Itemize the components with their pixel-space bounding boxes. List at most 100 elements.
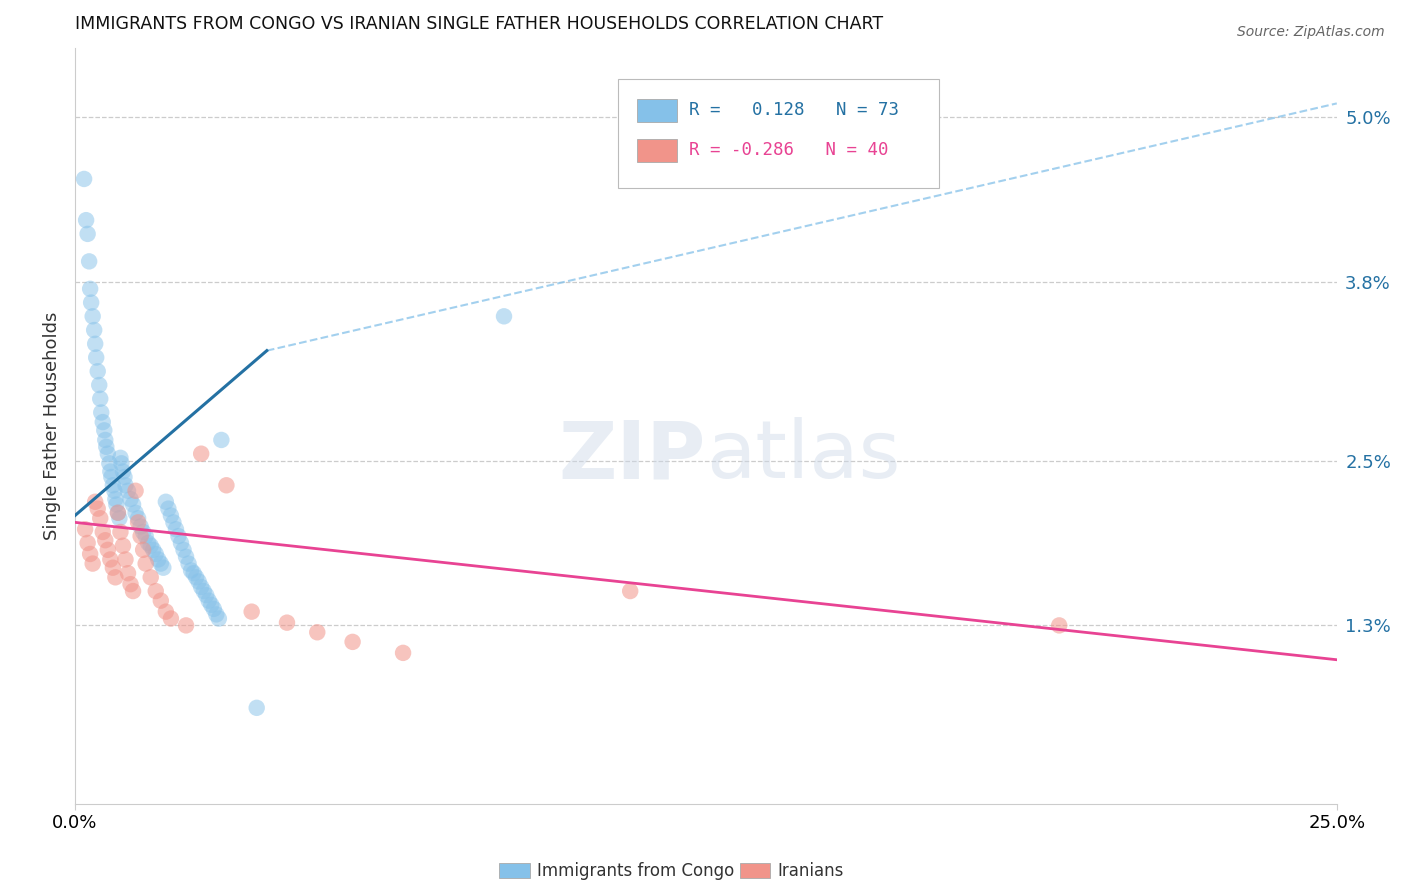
Text: Iranians: Iranians [778,862,844,880]
Point [110,524,132,539]
Point [124,506,146,520]
Point [200,598,222,612]
Point [122,498,145,512]
Point [127,511,149,525]
Point [101,478,124,492]
Point [195,588,218,602]
Point [149,593,172,607]
Point [174,618,197,632]
Point [75,522,97,536]
Point [111,539,134,553]
Point [89,511,111,525]
Point [208,611,231,625]
Point [129,519,152,533]
Point [202,602,225,616]
Point [84,336,107,351]
Point [98,465,121,479]
Point [108,511,131,525]
Point [132,524,155,539]
Point [107,506,129,520]
Point [105,498,128,512]
Point [96,440,118,454]
Point [80,295,103,310]
Point [177,557,200,571]
Point [82,310,104,324]
Point [89,378,111,392]
Point [104,491,127,506]
Point [152,560,174,574]
Text: atlas: atlas [706,417,900,495]
Point [174,549,197,564]
Point [190,447,212,461]
Point [89,392,111,406]
Point [136,536,159,550]
Point [142,542,165,557]
Point [155,495,177,509]
Point [215,478,238,492]
Point [149,557,172,571]
Point [165,522,187,536]
Point [117,483,139,498]
Point [110,450,132,465]
Point [392,646,415,660]
Point [145,584,167,599]
Point [246,701,269,715]
Point [94,533,117,548]
Point [107,506,129,520]
Point [90,405,112,419]
FancyBboxPatch shape [617,78,939,188]
Point [162,516,184,530]
Point [91,524,114,539]
Point [76,227,98,241]
Point [97,447,120,461]
Point [160,611,183,625]
Point [122,584,145,599]
Point [111,465,134,479]
Point [205,607,228,622]
Point [127,516,149,530]
Point [93,423,115,437]
Text: IMMIGRANTS FROM CONGO VS IRANIAN SINGLE FATHER HOUSEHOLDS CORRELATION CHART: IMMIGRANTS FROM CONGO VS IRANIAN SINGLE … [75,15,883,33]
Point [276,615,298,630]
Point [139,570,162,584]
Point [87,364,110,378]
Point [342,635,364,649]
Point [73,172,96,186]
Point [98,456,121,470]
Point [190,580,212,594]
Point [104,570,127,584]
Point [114,552,136,566]
Point [100,470,122,484]
Y-axis label: Single Father Households: Single Father Households [44,312,60,541]
Point [139,539,162,553]
Point [145,547,167,561]
Point [148,552,170,566]
Point [103,483,125,498]
Point [132,542,155,557]
Point [187,574,209,589]
Point [79,547,101,561]
Point [97,542,120,557]
Text: Immigrants from Congo: Immigrants from Congo [537,862,734,880]
Text: R = -0.286   N = 40: R = -0.286 N = 40 [689,142,889,160]
Point [84,351,107,365]
Point [167,529,190,543]
Point [84,495,107,509]
Point [114,478,136,492]
Point [83,323,105,337]
Point [193,584,215,599]
Point [120,577,142,591]
Point [209,433,232,447]
Point [114,470,136,484]
Point [307,625,329,640]
Point [1047,618,1070,632]
Point [94,433,117,447]
FancyBboxPatch shape [637,99,676,121]
Point [160,508,183,523]
Point [492,310,515,324]
Point [619,584,641,599]
Point [135,529,157,543]
Point [155,605,177,619]
Point [98,552,121,566]
FancyBboxPatch shape [637,139,676,161]
